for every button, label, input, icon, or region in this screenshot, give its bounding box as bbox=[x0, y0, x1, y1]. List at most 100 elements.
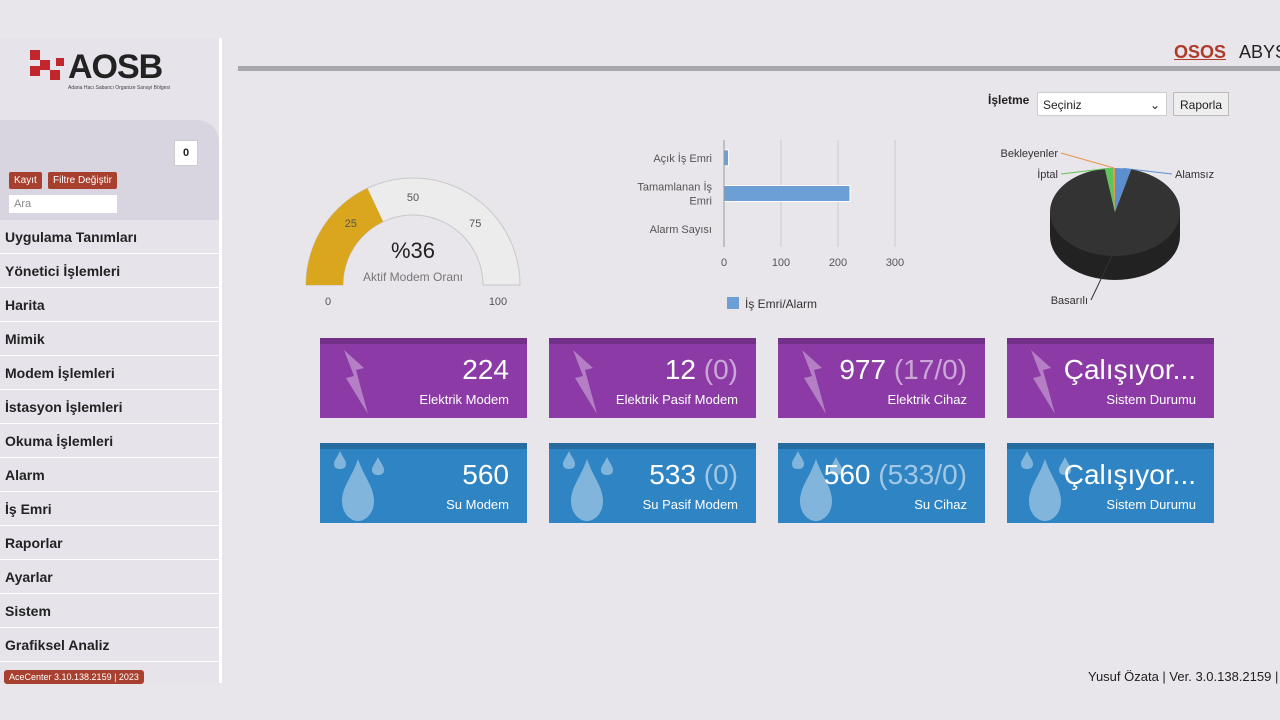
menu-item[interactable]: Yönetici İşlemleri bbox=[0, 254, 219, 288]
footer: Yusuf Özata | Ver. 3.0.138.2159 | 2023 bbox=[1088, 669, 1280, 684]
drop-icon bbox=[601, 457, 613, 475]
tile-value-main: 977 bbox=[839, 354, 887, 385]
pie-label: Alamsız bbox=[1175, 169, 1214, 181]
tile-icon bbox=[344, 350, 368, 414]
gauge-value: %36 bbox=[391, 238, 435, 263]
logo: AOSB bbox=[68, 48, 163, 86]
stat-tile: Çalışıyor... Sistem Durumu bbox=[1007, 338, 1214, 418]
y-tick-label: Açık İş Emri bbox=[653, 152, 712, 165]
menu-item[interactable]: Modem İşlemleri bbox=[0, 356, 219, 390]
gauge-tick-label: 75 bbox=[469, 218, 481, 230]
tile-value-main: 224 bbox=[462, 354, 509, 385]
stat-tile: 224 Elektrik Modem bbox=[320, 338, 527, 418]
button[interactable]: Kayıt bbox=[9, 172, 42, 189]
drop-icon bbox=[792, 451, 804, 469]
menu-item[interactable]: Alarm bbox=[0, 458, 219, 492]
tile-value: Çalışıyor... bbox=[1064, 459, 1196, 491]
tile-value: Çalışıyor... bbox=[1064, 354, 1196, 386]
drop-icon bbox=[1021, 451, 1033, 469]
version-button[interactable]: AceCenter 3.10.138.2159 | 2023 bbox=[4, 670, 144, 684]
tile-value: 977 (17/0) bbox=[839, 354, 967, 386]
stat-tile: Çalışıyor... Sistem Durumu bbox=[1007, 443, 1214, 523]
menu-item[interactable]: Sistem bbox=[0, 594, 219, 628]
tile-label: Su Cihaz bbox=[914, 497, 967, 512]
select-value: Seçiniz bbox=[1043, 98, 1082, 112]
tile-value: 12 (0) bbox=[665, 354, 738, 386]
pie-slice bbox=[1112, 168, 1115, 212]
menu-item[interactable]: Okuma İşlemleri bbox=[0, 424, 219, 458]
menu-item[interactable]: İş Emri bbox=[0, 492, 219, 526]
stat-tile: 533 (0) Su Pasif Modem bbox=[549, 443, 756, 523]
drop-icon bbox=[571, 459, 603, 521]
menu-item[interactable]: Raporlar bbox=[0, 526, 219, 560]
tile-value-detail: (17/0) bbox=[893, 354, 967, 385]
pie-slice bbox=[1115, 168, 1132, 212]
bolt-icon bbox=[1031, 350, 1055, 414]
nav-link[interactable]: OSOS bbox=[1174, 42, 1227, 62]
button[interactable]: Raporla bbox=[1173, 92, 1229, 116]
gauge-tick-label: 100 bbox=[489, 296, 507, 308]
tile-value-main: 12 bbox=[664, 354, 696, 385]
button[interactable]: Filtre Değiştir bbox=[48, 172, 117, 189]
tile-value-main: 560 bbox=[823, 459, 871, 490]
sidebar: AOSB Adana Hacı Sabancı Organize Sanayi … bbox=[0, 38, 222, 684]
drop-icon bbox=[1059, 457, 1071, 475]
menu-item[interactable]: Mimik bbox=[0, 322, 219, 356]
legend-label: İş Emri/Alarm bbox=[745, 297, 817, 311]
logo-icon bbox=[30, 50, 64, 80]
drop-icon bbox=[342, 459, 374, 521]
tile-label: Sistem Durumu bbox=[1106, 392, 1196, 407]
gauge-fill bbox=[306, 188, 384, 285]
stat-tile: 977 (17/0) Elektrik Cihaz bbox=[778, 338, 985, 418]
x-tick-label: 200 bbox=[829, 257, 847, 269]
drop-icon bbox=[1029, 459, 1061, 521]
drop-icon bbox=[334, 451, 346, 469]
y-tick-label: Alarm Sayısı bbox=[650, 224, 712, 236]
bolt-icon bbox=[573, 350, 597, 414]
pie-label: Bekleyenler bbox=[1001, 148, 1059, 160]
tile-value-detail: (533/0) bbox=[878, 459, 967, 490]
tile-label: Elektrik Modem bbox=[419, 392, 509, 407]
drop-icon bbox=[830, 457, 842, 475]
stat-tile: 560 (533/0) Su Cihaz bbox=[778, 443, 985, 523]
tile-value-main: Çalışıyor... bbox=[1063, 354, 1196, 385]
menu-item[interactable]: İstasyon İşlemleri bbox=[0, 390, 219, 424]
tile-value-detail: (0) bbox=[703, 459, 738, 490]
divider bbox=[238, 66, 1280, 71]
tile-icon bbox=[563, 451, 613, 521]
label-line: Emri bbox=[689, 196, 712, 208]
tile-icon bbox=[802, 350, 826, 414]
x-tick-label: 100 bbox=[772, 257, 790, 269]
menu-item[interactable]: Uygulama Tanımları bbox=[0, 220, 219, 254]
y-tick-label: Tamamlanan İş Emri bbox=[637, 181, 712, 208]
select[interactable]: Seçiniz ⌄ bbox=[1037, 92, 1167, 116]
gauge-tick-label: 0 bbox=[325, 296, 331, 308]
logo-subtitle: Adana Hacı Sabancı Organize Sanayi Bölge… bbox=[68, 85, 171, 91]
nav-link[interactable]: ABYS bbox=[1239, 42, 1280, 62]
drop-icon bbox=[372, 457, 384, 475]
stat-tile: 12 (0) Elektrik Pasif Modem bbox=[549, 338, 756, 418]
stat-tile: 560 Su Modem bbox=[320, 443, 527, 523]
menu-item[interactable]: Ayarlar bbox=[0, 560, 219, 594]
tile-icon bbox=[1021, 451, 1071, 521]
tile-label: Su Modem bbox=[446, 497, 509, 512]
gauge-tick-label: 25 bbox=[345, 218, 357, 230]
leader-line bbox=[1090, 255, 1113, 301]
menu-item[interactable]: Grafiksel Analiz bbox=[0, 628, 219, 662]
gauge-tick-label: 50 bbox=[407, 192, 419, 204]
leader-line bbox=[1123, 167, 1173, 175]
leader-line bbox=[1060, 167, 1109, 175]
tile-value-main: Çalışıyor... bbox=[1063, 459, 1196, 490]
menu-item[interactable]: Harita bbox=[0, 288, 219, 322]
tile-value: 533 (0) bbox=[649, 459, 738, 491]
menu: Uygulama Tanımları Yönetici İşlemleri Hari… bbox=[0, 220, 219, 662]
search-input[interactable]: Ara bbox=[9, 195, 117, 213]
tile-value: 560 bbox=[462, 459, 509, 491]
bar bbox=[723, 149, 730, 167]
bar bbox=[723, 185, 851, 202]
badge: 0 bbox=[174, 140, 198, 166]
tile-label: Elektrik Cihaz bbox=[887, 392, 967, 407]
label-line: Tamamlanan İş bbox=[637, 181, 712, 194]
bolt-icon bbox=[802, 350, 826, 414]
charts: 0 25 50 75 100 %36 Aktif Modem Oranı 0 100 200 300… bbox=[305, 140, 1214, 311]
